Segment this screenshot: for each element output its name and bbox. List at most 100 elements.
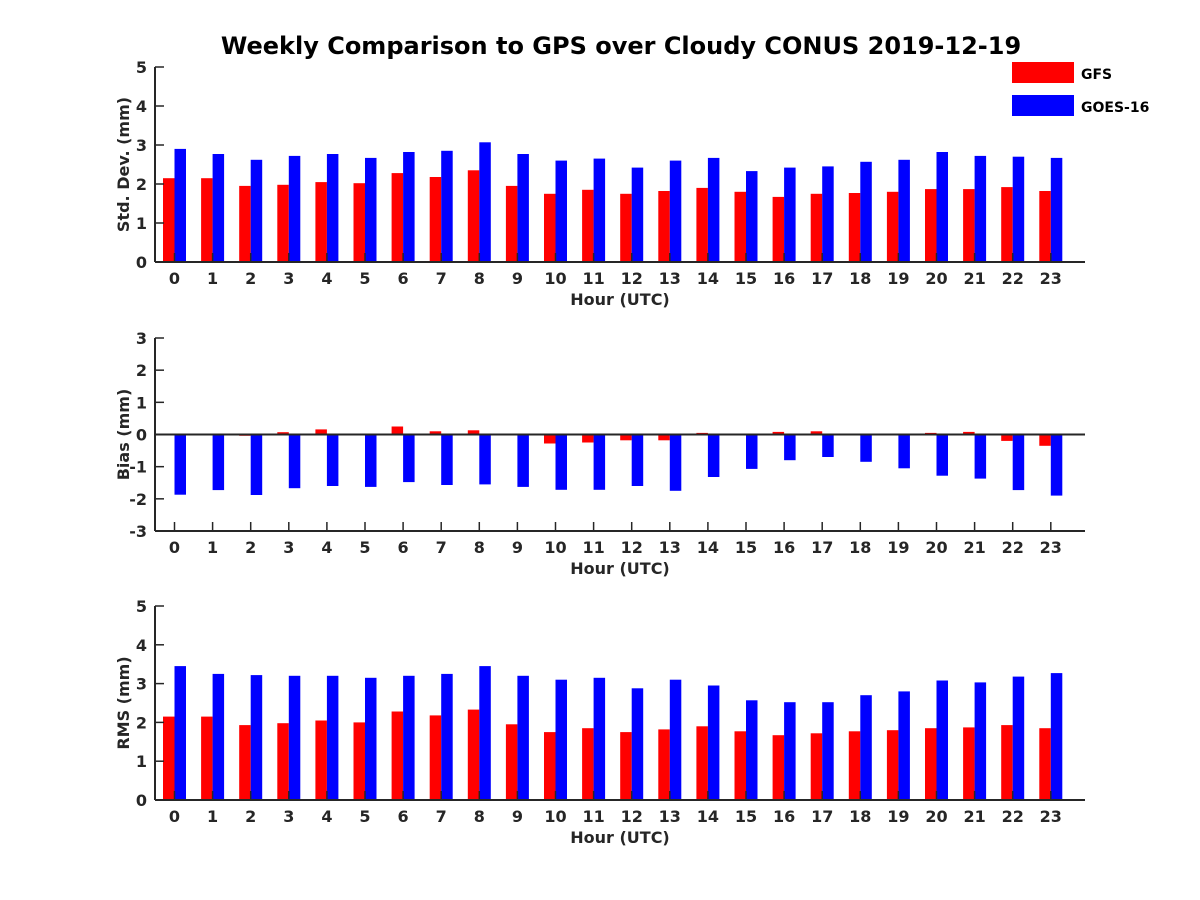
bar-goes-16-hour-1 xyxy=(212,154,225,262)
bar-gfs-hour-15 xyxy=(734,731,746,800)
x-tick-label: 8 xyxy=(474,807,485,826)
bar-gfs-hour-22 xyxy=(1001,187,1013,262)
bar-goes-16-hour-6 xyxy=(403,434,415,483)
x-tick-label: 7 xyxy=(436,269,447,288)
bar-gfs-hour-1 xyxy=(201,716,213,800)
x-tick-label: 19 xyxy=(887,807,909,826)
bar-goes-16-hour-8 xyxy=(479,142,491,262)
x-tick-label: 13 xyxy=(659,807,681,826)
x-tick-label: 10 xyxy=(544,538,566,557)
x-tick-label: 6 xyxy=(398,269,409,288)
x-tick-label: 21 xyxy=(963,538,985,557)
bar-gfs-hour-3 xyxy=(277,723,289,800)
bar-gfs-hour-5 xyxy=(353,722,365,800)
bar-gfs-hour-2 xyxy=(239,185,251,262)
x-tick-label: 20 xyxy=(925,269,947,288)
bar-gfs-hour-18 xyxy=(848,731,861,800)
x-tick-label: 0 xyxy=(169,807,180,826)
bar-gfs-hour-14 xyxy=(696,187,708,262)
bar-goes-16-hour-21 xyxy=(974,434,987,479)
x-tick-label: 22 xyxy=(1002,538,1024,557)
legend-swatch-gfs xyxy=(1012,62,1074,83)
bar-gfs-hour-11 xyxy=(582,434,594,443)
bar-gfs-hour-23 xyxy=(1039,728,1051,800)
bar-gfs-hour-5 xyxy=(353,183,365,262)
bar-gfs-hour-3 xyxy=(277,432,289,435)
bar-gfs-hour-16 xyxy=(772,196,785,262)
bar-goes-16-hour-17 xyxy=(822,702,834,800)
x-tick-label: 14 xyxy=(697,269,719,288)
x-tick-label: 16 xyxy=(773,269,795,288)
bar-gfs-hour-1 xyxy=(201,178,213,262)
x-tick-label: 23 xyxy=(1040,538,1062,557)
y-tick-label: 5 xyxy=(136,597,147,616)
bar-gfs-hour-22 xyxy=(1001,434,1013,441)
bar-gfs-hour-17 xyxy=(810,733,823,800)
bar-goes-16-hour-9 xyxy=(517,434,529,487)
y-tick-label: 3 xyxy=(136,329,147,348)
bar-goes-16-hour-4 xyxy=(326,154,339,262)
bar-gfs-hour-17 xyxy=(810,193,823,263)
bar-goes-16-hour-4 xyxy=(326,675,339,800)
bar-gfs-hour-16 xyxy=(772,735,785,800)
x-tick-label: 20 xyxy=(925,538,947,557)
x-axis-label: Hour (UTC) xyxy=(570,828,670,847)
y-tick-label: -3 xyxy=(129,522,147,541)
y-tick-label: 4 xyxy=(136,97,147,116)
bar-gfs-hour-20 xyxy=(925,728,937,800)
bar-goes-16-hour-7 xyxy=(441,673,453,800)
bar-gfs-hour-6 xyxy=(391,711,404,800)
x-tick-label: 1 xyxy=(207,807,218,826)
bar-goes-16-hour-11 xyxy=(593,158,606,262)
x-tick-label: 4 xyxy=(321,269,332,288)
bar-goes-16-hour-12 xyxy=(631,167,644,262)
bar-gfs-hour-2 xyxy=(239,725,251,800)
x-tick-label: 17 xyxy=(811,538,833,557)
bar-gfs-hour-7 xyxy=(429,715,442,800)
x-tick-label: 21 xyxy=(963,807,985,826)
y-tick-label: 2 xyxy=(136,713,147,732)
bar-goes-16-hour-10 xyxy=(555,434,567,490)
x-tick-label: 17 xyxy=(811,807,833,826)
bar-goes-16-hour-2 xyxy=(250,675,263,800)
x-tick-label: 4 xyxy=(321,807,332,826)
bar-goes-16-hour-17 xyxy=(822,166,834,262)
bar-gfs-hour-23 xyxy=(1039,191,1051,262)
bar-goes-16-hour-4 xyxy=(326,434,339,486)
bar-gfs-hour-19 xyxy=(886,730,899,800)
bar-goes-16-hour-8 xyxy=(479,434,491,485)
x-tick-label: 21 xyxy=(963,269,985,288)
y-tick-label: 3 xyxy=(136,675,147,694)
x-tick-label: 8 xyxy=(474,538,485,557)
bar-gfs-hour-3 xyxy=(277,184,289,262)
bar-goes-16-hour-19 xyxy=(898,159,910,262)
bar-gfs-hour-21 xyxy=(963,727,975,800)
bar-goes-16-hour-0 xyxy=(174,434,186,495)
bar-goes-16-hour-11 xyxy=(593,677,606,800)
bar-gfs-hour-11 xyxy=(582,189,594,262)
bar-goes-16-hour-7 xyxy=(441,434,453,485)
x-tick-label: 0 xyxy=(169,538,180,557)
x-tick-label: 11 xyxy=(582,538,604,557)
x-tick-label: 12 xyxy=(621,538,643,557)
x-tick-label: 5 xyxy=(359,269,370,288)
bar-gfs-hour-14 xyxy=(696,726,708,800)
bar-goes-16-hour-0 xyxy=(174,148,186,262)
bar-goes-16-hour-19 xyxy=(898,434,910,469)
x-tick-label: 3 xyxy=(283,538,294,557)
bar-gfs-hour-21 xyxy=(963,431,975,435)
x-tick-label: 22 xyxy=(1002,269,1024,288)
x-tick-label: 2 xyxy=(245,538,256,557)
x-tick-label: 14 xyxy=(697,807,719,826)
x-tick-label: 4 xyxy=(321,538,332,557)
bar-goes-16-hour-6 xyxy=(403,152,415,262)
x-tick-label: 16 xyxy=(773,538,795,557)
bar-goes-16-hour-18 xyxy=(860,434,872,462)
bar-goes-16-hour-14 xyxy=(707,685,720,800)
bar-goes-16-hour-13 xyxy=(669,434,682,491)
x-tick-label: 2 xyxy=(245,807,256,826)
bar-gfs-hour-11 xyxy=(582,728,594,800)
